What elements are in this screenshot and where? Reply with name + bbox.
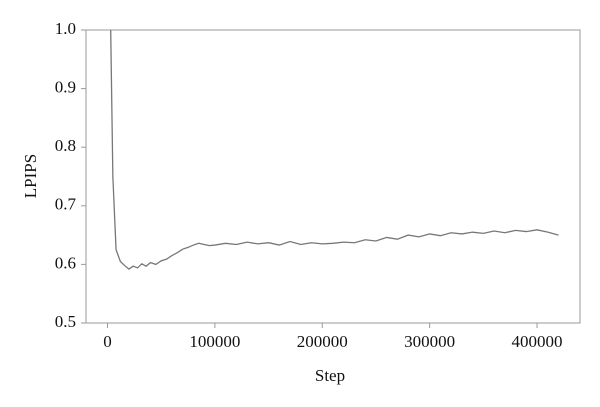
y-axis-label: LPIPS [21,154,40,198]
y-tick-label: 0.6 [55,253,76,272]
x-tick-label: 200000 [297,332,348,351]
y-tick-label: 0.5 [55,312,76,331]
x-axis-label: Step [315,366,345,385]
data-line [110,30,559,270]
y-tick-label: 0.8 [55,136,76,155]
y-tick-label: 0.9 [55,78,76,97]
y-tick-label: 1.0 [55,19,76,38]
y-tick-label: 0.7 [55,195,77,214]
plot-frame [85,29,581,324]
x-tick-label: 0 [103,332,112,351]
x-tick-label: 400000 [512,332,563,351]
x-tick-label: 300000 [404,332,455,351]
x-tick-label: 100000 [189,332,240,351]
